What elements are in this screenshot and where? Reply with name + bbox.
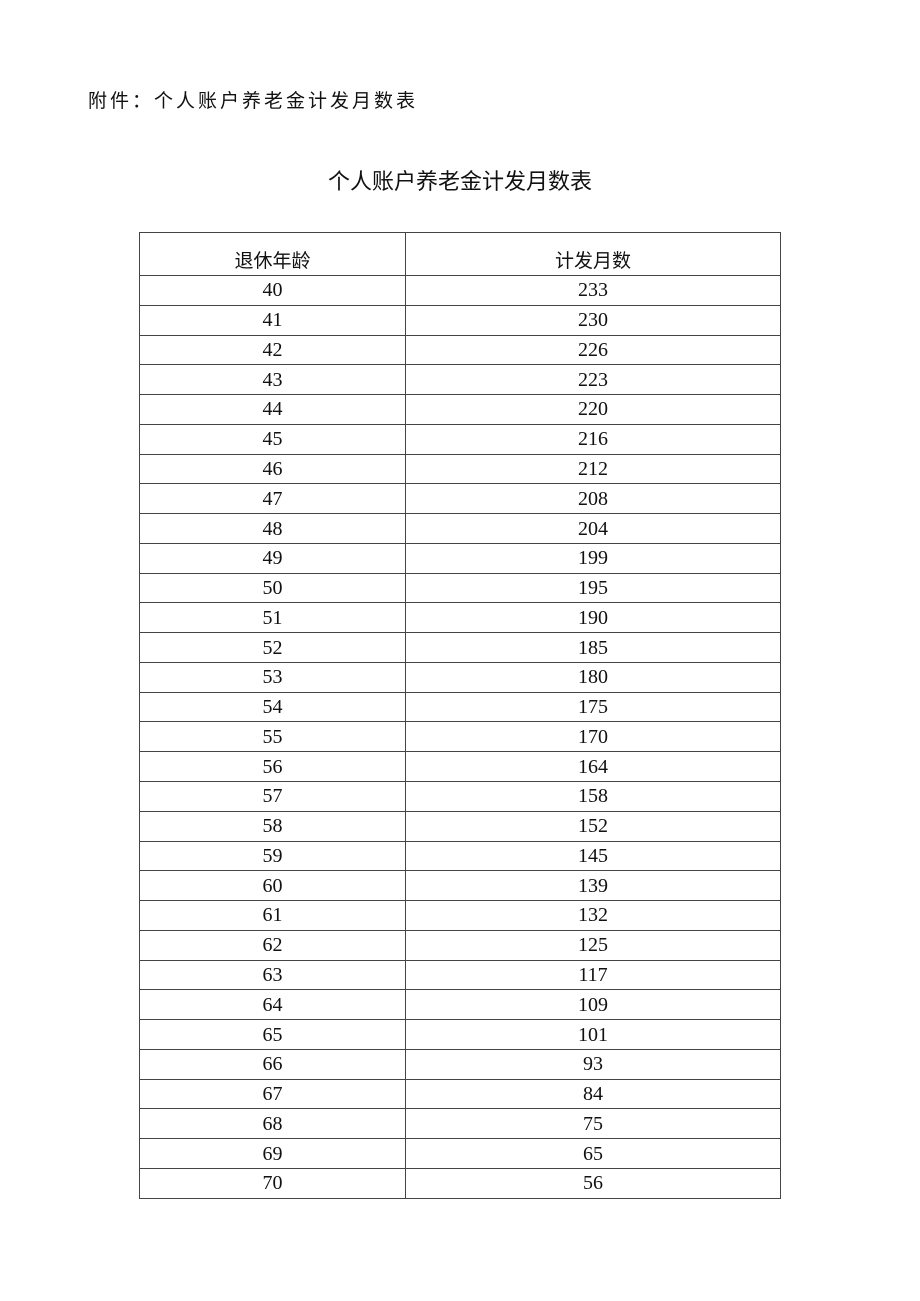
retirement-age-cell: 65 <box>139 1019 406 1050</box>
retirement-age-cell: 60 <box>139 870 406 902</box>
table-row: 65 101 <box>139 1019 781 1050</box>
retirement-age-cell: 41 <box>139 304 406 336</box>
payout-months-cell: 109 <box>405 989 781 1021</box>
table-row: 63 117 <box>139 959 781 991</box>
retirement-age-cell: 63 <box>139 959 406 991</box>
table-row: 66 93 <box>139 1048 781 1080</box>
retirement-age-cell: 51 <box>139 602 406 634</box>
table-row: 61 132 <box>139 900 781 931</box>
table-row: 62 125 <box>139 929 781 961</box>
payout-months-cell: 204 <box>405 513 781 544</box>
table-row: 50 195 <box>139 572 781 604</box>
retirement-age-cell: 64 <box>139 989 406 1021</box>
attachment-label: 附件：个人账户养老金计发月数表 <box>88 90 419 112</box>
payout-months-cell: 230 <box>405 304 781 336</box>
table-row: 52 185 <box>139 632 781 663</box>
table-row: 41 230 <box>139 304 781 336</box>
payout-months-table: 退休年龄 计发月数 40 233 41 230 42 226 43 223 44 220 45 216… <box>139 232 781 1199</box>
retirement-age-cell: 53 <box>139 661 406 693</box>
table-row: 49 199 <box>139 542 781 574</box>
payout-months-cell: 223 <box>405 364 781 396</box>
retirement-age-cell: 40 <box>139 275 406 306</box>
payout-months-cell: 152 <box>405 810 781 842</box>
table-row: 55 170 <box>139 721 781 753</box>
table-row: 53 180 <box>139 661 781 693</box>
payout-months-cell: 199 <box>405 542 781 574</box>
table-row: 58 152 <box>139 810 781 842</box>
payout-months-cell: 158 <box>405 781 781 812</box>
payout-months-cell: 190 <box>405 602 781 634</box>
payout-months-cell: 139 <box>405 870 781 902</box>
payout-months-cell: 75 <box>405 1108 781 1140</box>
payout-months-cell: 125 <box>405 929 781 961</box>
retirement-age-cell: 54 <box>139 691 406 723</box>
header-retirement-age: 退休年龄 <box>139 232 406 276</box>
retirement-age-cell: 55 <box>139 721 406 753</box>
table-row: 54 175 <box>139 691 781 723</box>
table-row: 42 226 <box>139 334 781 366</box>
table-row: 59 145 <box>139 840 781 872</box>
document-title: 个人账户养老金计发月数表 <box>327 170 592 195</box>
retirement-age-cell: 58 <box>139 810 406 842</box>
table-header-row: 退休年龄 计发月数 <box>139 232 781 276</box>
table-row: 60 139 <box>139 870 781 902</box>
retirement-age-cell: 69 <box>139 1138 406 1169</box>
retirement-age-cell: 56 <box>139 751 406 783</box>
retirement-age-cell: 57 <box>139 781 406 812</box>
table-row: 69 65 <box>139 1138 781 1169</box>
payout-months-cell: 216 <box>405 423 781 455</box>
payout-months-cell: 132 <box>405 900 781 931</box>
table-row: 40 233 <box>139 275 781 306</box>
retirement-age-cell: 59 <box>139 840 406 872</box>
table-row: 70 56 <box>139 1167 781 1199</box>
payout-months-cell: 145 <box>405 840 781 872</box>
table-row: 67 84 <box>139 1078 781 1110</box>
retirement-age-cell: 70 <box>139 1167 406 1199</box>
payout-months-cell: 220 <box>405 394 781 425</box>
payout-months-cell: 180 <box>405 661 781 693</box>
payout-months-cell: 93 <box>405 1048 781 1080</box>
payout-months-cell: 101 <box>405 1019 781 1050</box>
retirement-age-cell: 46 <box>139 453 406 485</box>
retirement-age-cell: 47 <box>139 483 406 515</box>
table-row: 51 190 <box>139 602 781 634</box>
retirement-age-cell: 49 <box>139 542 406 574</box>
retirement-age-cell: 42 <box>139 334 406 366</box>
table-row: 43 223 <box>139 364 781 396</box>
retirement-age-cell: 67 <box>139 1078 406 1110</box>
retirement-age-cell: 50 <box>139 572 406 604</box>
retirement-age-cell: 44 <box>139 394 406 425</box>
retirement-age-cell: 66 <box>139 1048 406 1080</box>
retirement-age-cell: 68 <box>139 1108 406 1140</box>
payout-months-cell: 233 <box>405 275 781 306</box>
payout-months-cell: 164 <box>405 751 781 783</box>
payout-months-cell: 56 <box>405 1167 781 1199</box>
retirement-age-cell: 43 <box>139 364 406 396</box>
table-row: 46 212 <box>139 453 781 485</box>
payout-months-cell: 208 <box>405 483 781 515</box>
retirement-age-cell: 45 <box>139 423 406 455</box>
header-payout-months: 计发月数 <box>405 232 781 276</box>
payout-months-cell: 185 <box>405 632 781 663</box>
payout-months-cell: 226 <box>405 334 781 366</box>
payout-months-cell: 65 <box>405 1138 781 1169</box>
retirement-age-cell: 52 <box>139 632 406 663</box>
payout-months-cell: 84 <box>405 1078 781 1110</box>
payout-months-cell: 117 <box>405 959 781 991</box>
payout-months-cell: 175 <box>405 691 781 723</box>
table-row: 47 208 <box>139 483 781 515</box>
table-row: 45 216 <box>139 423 781 455</box>
retirement-age-cell: 62 <box>139 929 406 961</box>
payout-months-cell: 195 <box>405 572 781 604</box>
table-row: 56 164 <box>139 751 781 783</box>
table-row: 68 75 <box>139 1108 781 1140</box>
payout-months-cell: 170 <box>405 721 781 753</box>
retirement-age-cell: 61 <box>139 900 406 931</box>
table-row: 64 109 <box>139 989 781 1021</box>
payout-months-cell: 212 <box>405 453 781 485</box>
retirement-age-cell: 48 <box>139 513 406 544</box>
table-row: 44 220 <box>139 394 781 425</box>
table-row: 57 158 <box>139 781 781 812</box>
table-row: 48 204 <box>139 513 781 544</box>
